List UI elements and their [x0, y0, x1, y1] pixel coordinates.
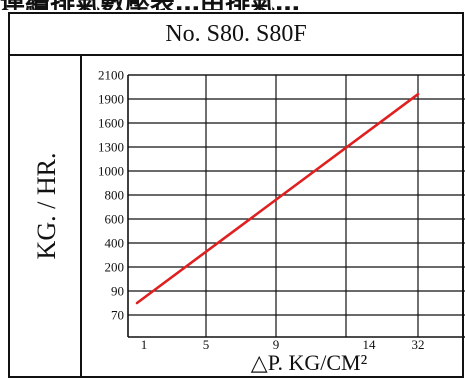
header-strip: 連續排氣數壓表…由排氣… [0, 0, 465, 10]
header-text: 連續排氣數壓表…由排氣… [0, 0, 300, 10]
series-line [135, 92, 420, 305]
x-axis-label: △P. KG/CM² [251, 350, 368, 375]
y-tick-label: 2100 [98, 68, 124, 83]
y-tick-label: 1600 [98, 116, 124, 131]
grid [127, 74, 465, 338]
x-tick-labels: 1 5 9 14 32 [141, 337, 425, 352]
y-tick-label: 70 [111, 308, 124, 323]
y-tick-label: 90 [111, 284, 124, 299]
x-tick-label: 14 [363, 337, 377, 352]
y-tick-labels: 2100 1900 1600 1300 1000 800 600 400 200 90 70 [98, 68, 124, 323]
x-tick-label: 1 [141, 337, 148, 352]
y-tick-label: 1000 [98, 164, 124, 179]
y-tick-label: 800 [105, 188, 125, 203]
y-tick-label: 1900 [98, 92, 124, 107]
y-tick-label: 1300 [98, 140, 124, 155]
chart-title: No. S80. S80F [10, 14, 462, 56]
y-tick-label: 200 [105, 260, 125, 275]
x-tick-label: 5 [203, 337, 210, 352]
x-tick-label: 9 [273, 337, 280, 352]
y-tick-label: 600 [105, 212, 125, 227]
series-group [135, 92, 420, 305]
y-tick-label: 400 [105, 236, 125, 251]
y-axis-label-column: KG. / HR. [10, 56, 82, 378]
x-tick-label: 32 [412, 337, 425, 352]
